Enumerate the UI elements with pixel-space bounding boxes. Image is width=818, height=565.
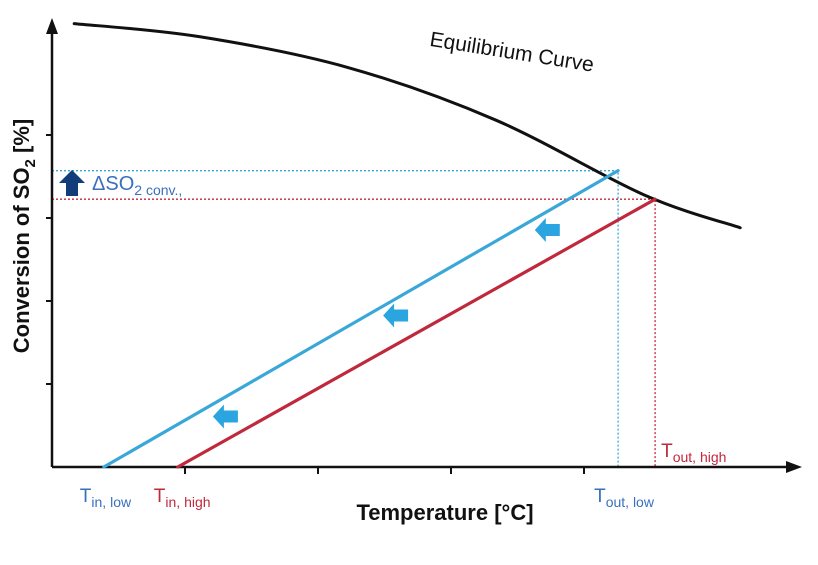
x-axis-ticks [184,467,585,474]
reference-lines [52,170,656,467]
reference-line-low [52,170,619,467]
t-out-high-label: Tout, high [661,441,726,465]
reference-line-high [52,198,656,467]
x-axis-title: Temperature [°C] [356,500,533,525]
equilibrium-curve-label: Equilibrium Curve [428,28,595,77]
delta-so2-label: ΔSO2 conv., [92,173,182,198]
up-arrow-icon [59,169,85,196]
delta-so2-annotation: ΔSO2 conv., [59,169,182,198]
shift-arrows [212,217,560,429]
x-axis-arrowhead [786,461,802,473]
t-in-low-label: Tin, low [80,486,132,510]
series-layer [72,22,742,469]
t-out-low-label: Tout, low [594,486,655,510]
shift-left-arrow-icon [383,303,409,328]
y-axis-arrowhead [46,18,58,34]
y-axis-title: Conversion of SO2 [%] [9,119,39,353]
t-in-high-label: Tin, high [154,486,211,510]
equilibrium-curve [72,22,742,230]
y-axis-ticks [46,134,52,385]
operating-line-high [176,197,657,469]
operating-line-low [102,169,620,469]
shift-left-arrow-icon [534,217,560,242]
axes [46,18,802,474]
shift-left-arrow-icon [212,404,238,429]
